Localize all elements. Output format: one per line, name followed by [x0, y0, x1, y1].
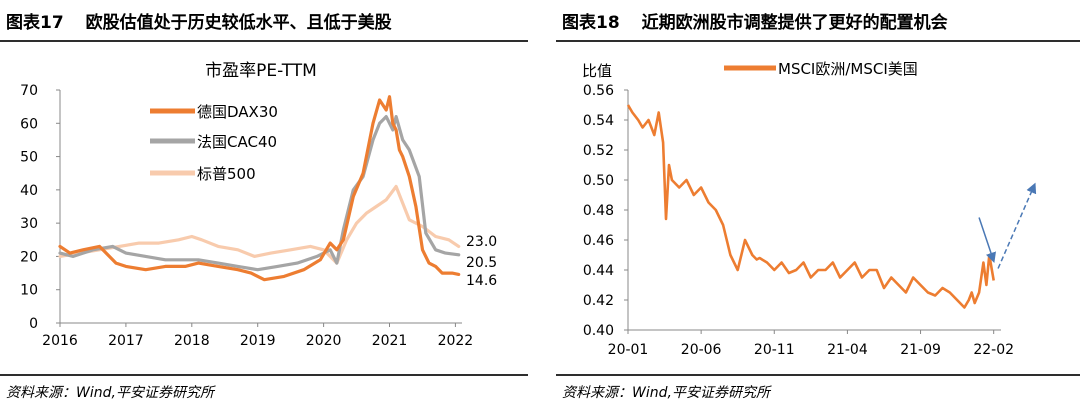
legend-label: 标普500 — [197, 165, 256, 183]
y-tick-label: 30 — [20, 216, 38, 232]
x-tick-label: 20-11 — [754, 342, 795, 358]
msci-ratio-chart: 比值 0.40 0.42 0.44 0.46 0.48 0.50 0.52 0.54 0.56 20… — [582, 60, 1037, 358]
x-tick-label: 2017 — [108, 333, 144, 349]
right-figure-title: 近期欧洲股市调整提供了更好的配置机会 — [641, 13, 948, 33]
series-line-2 — [58, 184, 461, 265]
y-tick-label: 0.50 — [583, 173, 614, 189]
legend-label: 德国DAX30 — [197, 103, 278, 121]
end-value-label: 23.0 — [466, 234, 497, 250]
x-tick-label: 2022 — [438, 333, 474, 349]
pe-ttm-chart: 市盈率PE-TTM 0 10 20 30 40 50 60 70 2016 2017 2018 2019… — [20, 61, 497, 349]
right-source-note: 资料来源：Wind,平安证券研究所 — [562, 385, 770, 401]
right-footer: 资料来源：Wind,平安证券研究所 — [556, 374, 1080, 412]
y-tick-label: 50 — [20, 150, 38, 166]
series-line-1 — [58, 114, 461, 272]
x-tick-label: 21-04 — [827, 342, 868, 358]
right-figure-label: 图表18 — [562, 13, 620, 33]
y-tick-label: 0.48 — [583, 203, 614, 219]
end-value-label: 14.6 — [466, 273, 497, 289]
series-line-ratio — [626, 104, 995, 309]
series-line-0 — [58, 95, 461, 282]
left-header: 图表17 欧股估值处于历史较低水平、且低于美股 — [0, 0, 528, 42]
y-tick-label: 10 — [20, 283, 38, 299]
x-tick-label: 2019 — [240, 333, 276, 349]
y-tick-label: 0.44 — [583, 263, 614, 279]
end-value-label: 20.5 — [466, 255, 497, 271]
right-header: 图表18 近期欧洲股市调整提供了更好的配置机会 — [556, 0, 1080, 42]
y-tick-label: 20 — [20, 249, 38, 265]
left-source-note: 资料来源：Wind,平安证券研究所 — [6, 385, 214, 401]
left-footer: 资料来源：Wind,平安证券研究所 — [0, 374, 528, 412]
legend-label: MSCI欧洲/MSCI美国 — [778, 60, 918, 78]
y-tick-label: 0.42 — [583, 293, 614, 309]
left-figure-title: 欧股估值处于历史较低水平、且低于美股 — [85, 13, 392, 33]
left-chart-panel: 图表17 欧股估值处于历史较低水平、且低于美股 市盈率PE-TTM 0 10 20 30 4… — [0, 0, 528, 412]
y-axis-title: 比值 — [582, 62, 612, 80]
x-tick-label: 20-01 — [608, 342, 649, 358]
y-tick-label: 0.56 — [583, 83, 614, 99]
y-tick-label: 0.46 — [583, 233, 614, 249]
left-figure-label: 图表17 — [6, 13, 64, 33]
chart-title: 市盈率PE-TTM — [205, 61, 317, 81]
x-tick-label: 21-09 — [900, 342, 941, 358]
x-tick-label: 2021 — [372, 333, 408, 349]
y-tick-label: 40 — [20, 183, 38, 199]
projection-arrow-dashed — [997, 182, 1037, 269]
y-tick-label: 0.54 — [583, 113, 614, 129]
y-tick-label: 0.52 — [583, 143, 614, 159]
x-tick-label: 2016 — [42, 333, 78, 349]
x-tick-label: 2018 — [174, 333, 210, 349]
legend-label: 法国CAC40 — [197, 133, 277, 151]
trend-arrow-solid — [978, 217, 996, 263]
y-tick-label: 60 — [20, 116, 38, 132]
y-tick-label: 70 — [20, 83, 38, 99]
right-chart-panel: 图表18 近期欧洲股市调整提供了更好的配置机会 比值 0.40 0.42 0.44 0.4… — [556, 0, 1080, 412]
y-tick-label: 0 — [29, 316, 38, 332]
x-tick-label: 2020 — [306, 333, 342, 349]
x-tick-label: 22-02 — [973, 342, 1014, 358]
y-tick-label: 0.40 — [583, 323, 614, 339]
x-tick-label: 20-06 — [681, 342, 722, 358]
